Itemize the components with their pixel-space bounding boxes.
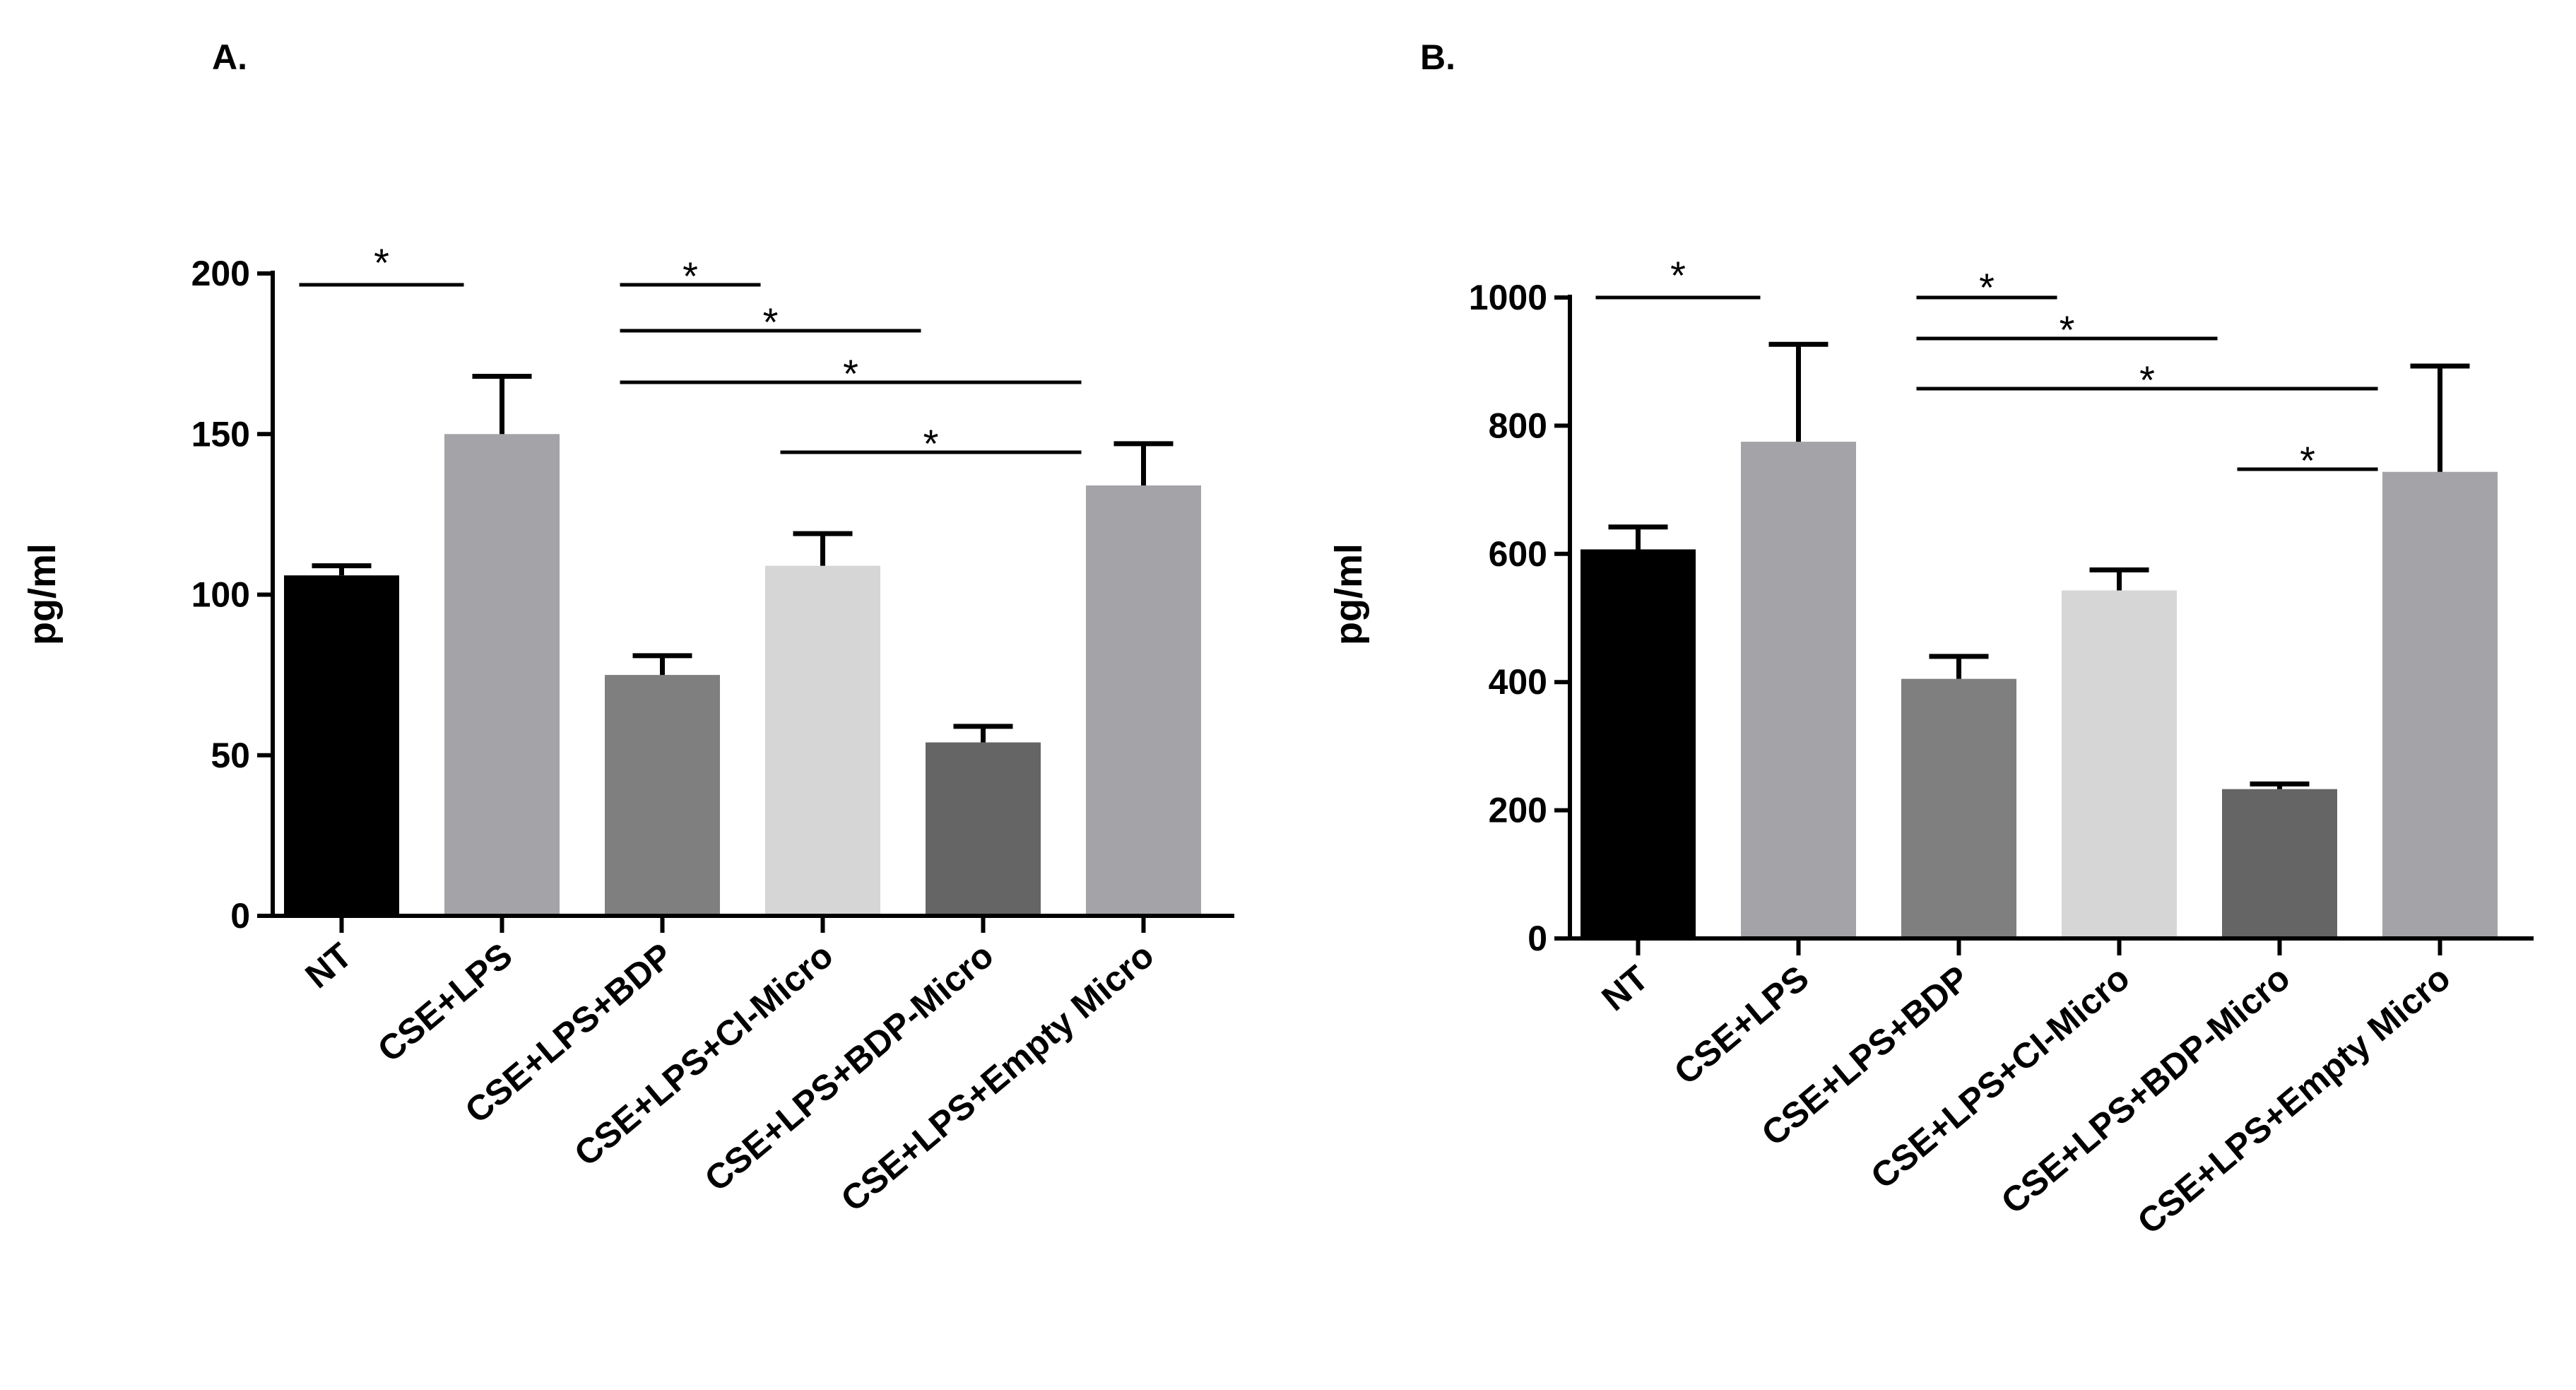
bar-b-5 xyxy=(2222,789,2337,938)
error-bar-b-6 xyxy=(2410,363,2470,472)
error-bar-a-5 xyxy=(953,724,1013,743)
category-label-b-6: CSE+LPS+Empty Micro xyxy=(2130,958,2458,1242)
y-tick-label-b-200: 200 xyxy=(1489,791,1547,830)
category-label-a-2: CSE+LPS xyxy=(370,936,520,1070)
significance-star-a-5: * xyxy=(923,421,939,466)
significance-star-a-4: * xyxy=(843,351,858,396)
bar-a-3 xyxy=(605,675,720,916)
y-tick-label-b-1000: 1000 xyxy=(1469,278,1547,317)
error-bar-a-2 xyxy=(472,373,532,435)
error-bar-a-1 xyxy=(312,563,372,576)
y-tick-label-a-200: 200 xyxy=(191,254,250,293)
bar-a-6 xyxy=(1086,485,1201,916)
y-tick-label-a-0: 0 xyxy=(230,896,250,936)
significance-star-b-1: * xyxy=(1670,253,1686,298)
panel-letter-a: A. xyxy=(212,37,247,77)
error-bar-b-2 xyxy=(1768,341,1828,442)
error-bar-b-4 xyxy=(2089,567,2149,591)
bar-a-1 xyxy=(284,575,399,916)
significance-star-a-2: * xyxy=(683,254,698,298)
y-tick-label-b-400: 400 xyxy=(1489,662,1547,702)
bar-a-2 xyxy=(444,434,560,916)
significance-star-b-5: * xyxy=(2300,438,2315,483)
error-bar-b-3 xyxy=(1929,654,1989,679)
category-label-a-5: CSE+LPS+BDP-Micro xyxy=(697,936,1001,1199)
bar-b-2 xyxy=(1741,442,1856,938)
y-tick-label-a-150: 150 xyxy=(191,414,250,454)
error-bar-a-3 xyxy=(632,653,692,676)
y-tick-label-b-600: 600 xyxy=(1489,534,1547,574)
category-label-b-1: NT xyxy=(1595,958,1656,1019)
category-label-b-2: CSE+LPS xyxy=(1667,958,1816,1092)
category-label-a-4: CSE+LPS+CI-Micro xyxy=(567,936,840,1174)
category-label-b-4: CSE+LPS+CI-Micro xyxy=(1863,958,2137,1197)
error-bar-a-4 xyxy=(793,531,853,566)
category-label-a-1: NT xyxy=(298,936,360,996)
y-tick-label-a-50: 50 xyxy=(211,736,250,775)
bar-b-1 xyxy=(1581,549,1696,938)
error-bar-b-5 xyxy=(2250,781,2310,789)
category-label-b-5: CSE+LPS+BDP-Micro xyxy=(1994,958,2298,1222)
y-axis-title-b: pg/ml xyxy=(1328,543,1370,645)
significance-star-a-1: * xyxy=(374,240,389,285)
significance-star-b-4: * xyxy=(2139,358,2155,402)
significance-star-b-3: * xyxy=(2060,307,2075,352)
significance-star-b-2: * xyxy=(1979,265,1995,310)
bar-a-4 xyxy=(765,565,880,916)
bar-b-4 xyxy=(2062,590,2177,938)
panel-b: B. pg/ml 0 200 400 600 800 1000 NT CSE+LPS CSE+LPS… xyxy=(1328,37,2534,1242)
y-tick-label-b-800: 800 xyxy=(1489,406,1547,445)
bar-b-6 xyxy=(2382,471,2498,938)
y-axis-title-a: pg/ml xyxy=(21,543,64,645)
bar-b-3 xyxy=(1901,678,2016,938)
category-label-a-6: CSE+LPS+Empty Micro xyxy=(834,936,1162,1220)
error-bar-a-6 xyxy=(1113,441,1174,485)
y-tick-label-a-100: 100 xyxy=(191,575,250,615)
bar-a-5 xyxy=(926,742,1041,916)
significance-star-a-3: * xyxy=(763,300,779,344)
panel-letter-b: B. xyxy=(1420,37,1455,77)
y-tick-label-b-0: 0 xyxy=(1528,919,1547,958)
error-bar-b-1 xyxy=(1608,524,1668,550)
